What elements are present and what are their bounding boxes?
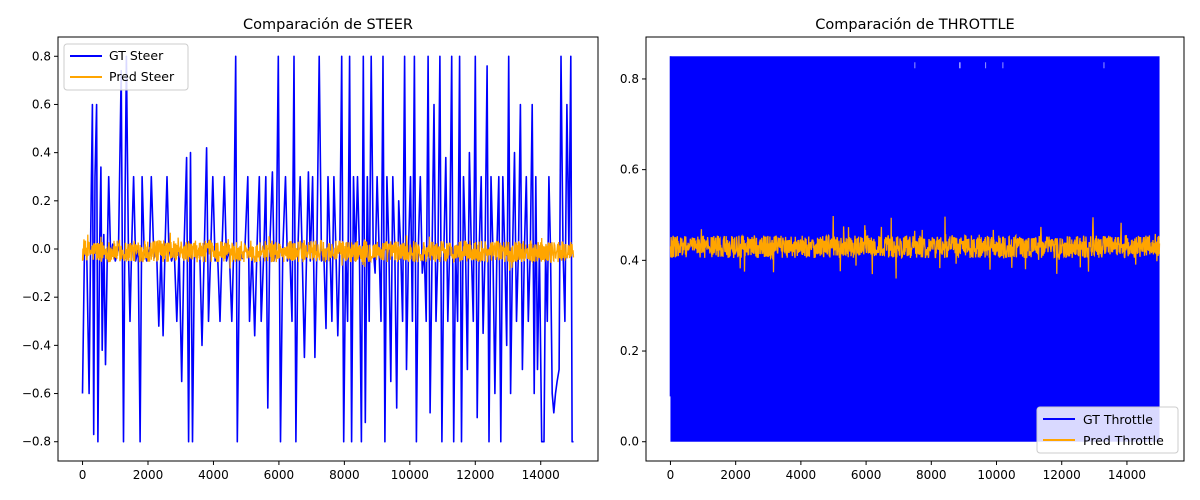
throttle-xtick-label: 12000 [1043, 468, 1081, 482]
series-pred-throttle [669, 215, 1161, 279]
throttle-xtick-label: 2000 [720, 468, 751, 482]
steer-ytick-label: −0.4 [22, 338, 51, 352]
throttle-xtick-label: 4000 [786, 468, 817, 482]
throttle-ytick-label: 0.0 [620, 435, 639, 449]
legend-label-pred-steer: Pred Steer [109, 69, 175, 84]
steer-ytick-label: −0.6 [22, 387, 51, 401]
legend-label-gt-throttle: GT Throttle [1083, 412, 1153, 427]
steer-chart-title: Comparación de STEER [243, 17, 413, 33]
steer-xtick-label: 10000 [391, 468, 429, 482]
throttle-ytick-label: 0.8 [620, 72, 639, 86]
series-pred-steer [81, 232, 575, 271]
throttle-xtick-label: 0 [667, 468, 675, 482]
steer-legend: GT Steer Pred Steer [63, 43, 189, 91]
throttle-ytick-label: 0.6 [620, 163, 639, 177]
throttle-chart: Comparación de THROTTLE 0 2000 4000 6000 800… [620, 17, 1185, 482]
throttle-ytick-label: 0.2 [620, 344, 639, 358]
steer-xtick-label: 0 [79, 468, 87, 482]
steer-ytick-label: 0.0 [32, 242, 51, 256]
steer-xtick-label: 6000 [264, 468, 295, 482]
steer-ytick-label: −0.2 [22, 290, 51, 304]
steer-xtick-label: 8000 [329, 468, 360, 482]
throttle-xtick-label: 10000 [977, 468, 1015, 482]
steer-ytick-label: 0.4 [32, 146, 51, 160]
legend-label-pred-throttle: Pred Throttle [1083, 433, 1164, 448]
steer-chart: Comparación de STEER 0 2000 4000 6000 8000 10… [22, 17, 599, 482]
legend-label-gt-steer: GT Steer [109, 48, 164, 63]
throttle-axes-frame [645, 36, 1185, 462]
steer-ytick-label: 0.8 [32, 49, 51, 63]
steer-ytick-label: 0.6 [32, 97, 51, 111]
steer-ytick-label: 0.2 [32, 194, 51, 208]
throttle-legend: GT Throttle Pred Throttle [1036, 406, 1179, 454]
throttle-chart-title: Comparación de THROTTLE [815, 17, 1014, 33]
throttle-ytick-label: 0.4 [620, 253, 639, 267]
steer-xtick-label: 2000 [133, 468, 164, 482]
steer-xtick-label: 14000 [522, 468, 560, 482]
throttle-xtick-label: 14000 [1108, 468, 1146, 482]
throttle-xtick-label: 6000 [851, 468, 882, 482]
steer-xtick-label: 12000 [456, 468, 494, 482]
steer-xtick-label: 4000 [198, 468, 229, 482]
steer-ytick-label: −0.8 [22, 435, 51, 449]
throttle-xtick-label: 8000 [916, 468, 947, 482]
